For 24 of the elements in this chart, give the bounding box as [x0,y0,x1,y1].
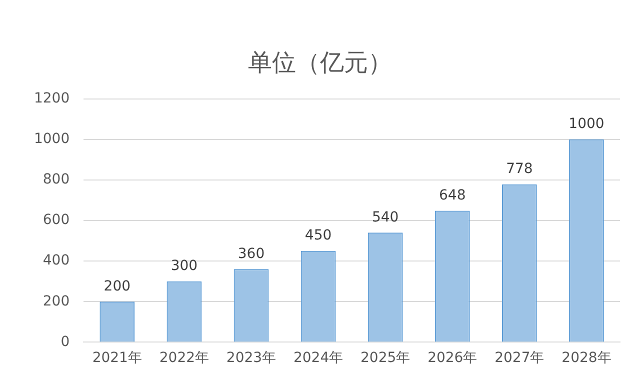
y-tick-label: 1000 [34,131,70,148]
y-tick-label: 800 [42,172,70,188]
y-tick-label: 200 [42,293,70,310]
x-tick-label: 2027年 [494,350,544,366]
y-tick-label: 400 [42,252,70,269]
data-label: 200 [104,278,131,294]
x-tick-label: 2028年 [562,350,612,366]
x-tick-label: 2025年 [360,350,410,366]
data-label: 778 [506,161,533,178]
chart-title: 单位（亿元） [248,48,392,77]
data-label: 648 [439,187,466,204]
y-tick-label: 0 [60,334,70,350]
x-tick-label: 2023年 [226,350,276,366]
data-label: 450 [304,228,332,244]
x-tick-label: 2022年 [159,350,210,366]
data-label: 360 [238,246,265,262]
data-label: 1000 [568,116,604,132]
y-tick-label: 1200 [34,90,70,106]
x-tick-label: 2024年 [293,350,344,366]
data-label: 300 [170,258,198,274]
y-tick-label: 600 [42,212,70,228]
data-label: 540 [372,209,399,226]
x-tick-label: 2021年 [92,350,142,366]
x-tick-label: 2026年 [428,350,478,366]
